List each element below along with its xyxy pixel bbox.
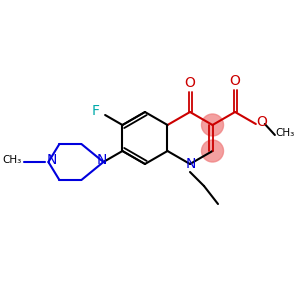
Text: O: O <box>230 74 241 88</box>
Text: CH₃: CH₃ <box>275 128 295 138</box>
Text: O: O <box>184 76 195 90</box>
Circle shape <box>202 140 224 162</box>
Text: N: N <box>96 153 106 167</box>
Text: F: F <box>91 104 99 118</box>
Text: N: N <box>46 153 57 167</box>
Text: N: N <box>186 157 196 171</box>
Circle shape <box>202 114 224 136</box>
Text: O: O <box>256 115 267 129</box>
Text: CH₃: CH₃ <box>3 155 22 165</box>
